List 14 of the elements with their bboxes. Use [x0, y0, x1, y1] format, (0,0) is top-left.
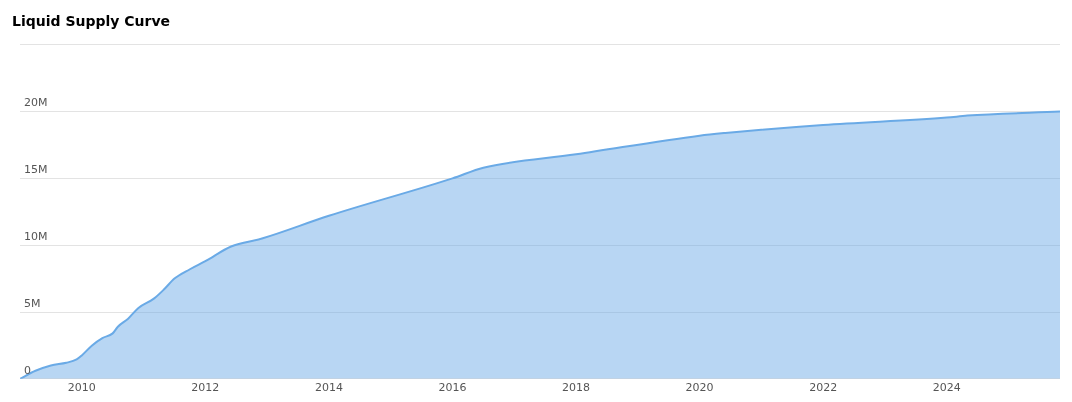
- x-tick-label: 2014: [314, 381, 343, 395]
- x-tick-label: 2016: [438, 381, 467, 395]
- x-tick-label: 2022: [809, 381, 838, 395]
- x-tick-label: 2010: [67, 381, 96, 395]
- x-tick-label: 2018: [562, 381, 591, 395]
- y-tick-label: 15M: [24, 163, 48, 177]
- x-tick-label: 2020: [685, 381, 714, 395]
- x-tick-label: 2012: [191, 381, 220, 395]
- y-tick-label: 20M: [24, 96, 48, 110]
- y-tick-label: 0: [24, 363, 31, 377]
- x-tick-label: 2024: [932, 381, 961, 395]
- y-tick-label: 5M: [24, 296, 41, 310]
- chart-title: Liquid Supply Curve: [12, 13, 171, 30]
- y-tick-label: 10M: [24, 230, 48, 244]
